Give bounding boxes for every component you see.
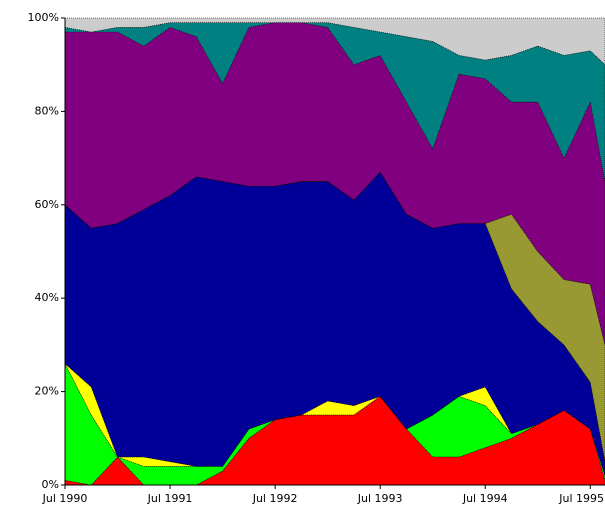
area (64, 395, 605, 486)
y-tick-label: 20% (35, 385, 59, 398)
y-tick-label: 40% (35, 291, 59, 304)
y-tick-label: 100% (28, 11, 59, 24)
area (64, 22, 605, 182)
x-tick-label: Jul 1992 (252, 492, 298, 505)
area (64, 171, 605, 476)
x-tick-label: Jul 1995 (558, 492, 604, 505)
area (64, 17, 605, 66)
x-tick-label: Jul 1991 (147, 492, 193, 505)
y-tick-label: 80% (35, 104, 59, 117)
x-tick-label: Jul 1990 (42, 492, 88, 505)
y-tick-label: 0% (42, 478, 59, 491)
x-tick-label: Jul 1994 (462, 492, 508, 505)
y-tick-label: 60% (35, 198, 59, 211)
x-tick-label: Jul 1993 (357, 492, 403, 505)
